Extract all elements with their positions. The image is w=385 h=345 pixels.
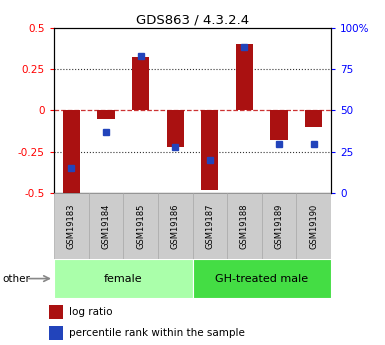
Bar — [54, 259, 192, 298]
Bar — [236, 44, 253, 110]
Bar — [201, 110, 219, 190]
Text: GSM19188: GSM19188 — [240, 203, 249, 249]
Text: female: female — [104, 274, 142, 284]
Bar — [62, 110, 80, 193]
Text: other: other — [2, 274, 30, 284]
Bar — [227, 193, 262, 259]
Bar — [262, 193, 296, 259]
Title: GDS863 / 4.3.2.4: GDS863 / 4.3.2.4 — [136, 13, 249, 27]
Bar — [158, 193, 192, 259]
Bar — [305, 110, 323, 127]
Text: GSM19186: GSM19186 — [171, 203, 180, 249]
Text: GSM19189: GSM19189 — [275, 203, 284, 249]
Text: GSM19185: GSM19185 — [136, 203, 145, 249]
Text: percentile rank within the sample: percentile rank within the sample — [69, 328, 245, 338]
Bar — [49, 305, 63, 319]
Text: GSM19187: GSM19187 — [205, 203, 214, 249]
Text: GSM19190: GSM19190 — [309, 203, 318, 249]
Bar — [54, 193, 89, 259]
Bar — [192, 193, 227, 259]
Bar — [192, 259, 331, 298]
Bar — [167, 110, 184, 147]
Bar — [132, 57, 149, 110]
Bar — [89, 193, 123, 259]
Bar — [296, 193, 331, 259]
Text: log ratio: log ratio — [69, 307, 112, 317]
Text: GSM19183: GSM19183 — [67, 203, 76, 249]
Bar — [49, 326, 63, 340]
Bar — [271, 110, 288, 140]
Text: GH-treated male: GH-treated male — [215, 274, 308, 284]
Text: GSM19184: GSM19184 — [101, 203, 110, 249]
Bar — [123, 193, 158, 259]
Bar — [97, 110, 115, 119]
